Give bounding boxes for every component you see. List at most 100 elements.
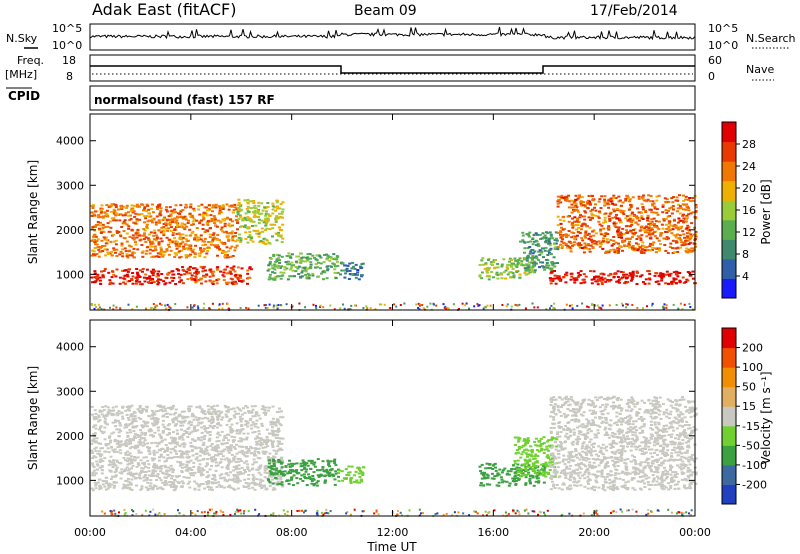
data-cell-0 (206, 417, 210, 420)
data-cell-9 (556, 245, 560, 248)
ground-scatter-cell (127, 303, 130, 306)
data-cell-0 (157, 278, 161, 281)
data-cell-3 (237, 207, 241, 210)
data-cell-4 (336, 264, 340, 267)
data-cell-0 (236, 406, 240, 409)
data-cell-2 (124, 250, 128, 253)
data-cell-0 (162, 405, 166, 408)
data-cell-0 (161, 488, 165, 491)
data-cell-2 (213, 244, 216, 247)
data-cell-2 (157, 229, 161, 232)
data-cell-3 (274, 220, 278, 223)
data-cell-9 (676, 210, 679, 213)
data-cell-9 (573, 237, 576, 240)
data-cell-2 (147, 239, 151, 242)
data-cell-2 (195, 227, 199, 230)
data-cell-0 (189, 445, 193, 447)
data-cell-2 (190, 224, 194, 226)
data-cell-2 (95, 253, 99, 255)
data-cell-0 (93, 474, 97, 477)
data-cell-0 (226, 468, 230, 471)
data-cell-0 (224, 472, 228, 475)
data-cell-0 (149, 482, 153, 485)
data-cell-0 (137, 451, 141, 454)
data-cell-2 (184, 234, 188, 237)
data-cell-0 (258, 443, 262, 446)
data-cell-0 (251, 486, 255, 489)
data-cell-3 (264, 212, 268, 215)
ground-scatter-cell (417, 302, 420, 305)
data-cell-0 (185, 450, 189, 453)
data-cell-8 (622, 273, 626, 276)
data-cell-2 (190, 214, 194, 217)
data-cell-0 (163, 283, 167, 286)
data-cell-2 (142, 234, 146, 237)
data-cell-6 (524, 264, 528, 267)
data-cell-2 (109, 230, 113, 233)
data-cell-6 (507, 264, 511, 267)
data-cell-9 (565, 246, 569, 249)
data-cell-0 (272, 449, 276, 452)
data-cell-2 (357, 481, 361, 484)
data-cell-7 (531, 237, 535, 240)
data-cell-0 (110, 445, 113, 448)
data-cell-9 (671, 228, 675, 231)
data-cell-3 (243, 199, 247, 202)
data-cell-2 (173, 208, 177, 211)
data-cell-0 (253, 483, 257, 486)
data-cell-0 (218, 474, 222, 477)
data-cell-0 (113, 450, 116, 453)
data-cell-3 (274, 209, 278, 212)
data-cell-9 (652, 241, 656, 244)
y-tick-label: 3000 (56, 179, 84, 192)
data-cell-9 (653, 235, 657, 238)
data-cell-0 (249, 445, 253, 448)
data-cell-4 (315, 266, 319, 269)
data-cell-2 (137, 213, 141, 216)
freq-trace (90, 65, 695, 74)
data-cell-2 (168, 223, 172, 226)
data-cell-0 (244, 486, 248, 488)
data-cell-0 (159, 455, 163, 458)
data-cell-0 (172, 413, 176, 416)
data-cell-0 (180, 420, 184, 423)
data-cell-6 (500, 263, 504, 266)
data-cell-1 (305, 462, 309, 465)
data-cell-2 (93, 234, 96, 237)
data-cell-1 (315, 484, 319, 487)
data-cell-2 (157, 243, 161, 246)
data-cell-2 (108, 220, 112, 223)
data-cell-4 (309, 263, 313, 266)
data-cell-0 (117, 431, 121, 434)
data-cell-0 (151, 411, 155, 414)
data-cell-2 (145, 223, 149, 226)
y-tick-label: 2000 (56, 224, 84, 237)
data-cell-0 (161, 423, 165, 426)
data-cell-2 (125, 204, 129, 207)
data-cell-0 (247, 473, 251, 476)
data-cell-3 (512, 464, 516, 467)
ground-scatter-cell (156, 304, 159, 307)
data-cell-0 (192, 474, 195, 477)
data-cell-6 (524, 257, 528, 260)
data-cell-0 (146, 442, 150, 445)
data-cell-2 (224, 230, 228, 233)
data-cell-8 (636, 271, 639, 274)
data-cell-9 (577, 245, 581, 247)
data-cell-9 (636, 223, 640, 226)
data-cell-2 (213, 222, 217, 224)
data-cell-9 (674, 240, 678, 243)
data-cell-3 (266, 217, 270, 220)
data-cell-9 (616, 228, 620, 231)
data-cell-3 (237, 202, 241, 205)
data-cell-9 (597, 200, 601, 203)
ground-scatter-cell (119, 308, 122, 311)
ground-scatter-cell (461, 302, 464, 305)
data-cell-0 (96, 464, 100, 467)
data-cell-9 (582, 251, 586, 254)
data-cell-9 (591, 198, 595, 201)
data-cell-8 (601, 278, 605, 281)
data-cell-0 (208, 468, 212, 471)
data-cell-1 (211, 283, 215, 285)
